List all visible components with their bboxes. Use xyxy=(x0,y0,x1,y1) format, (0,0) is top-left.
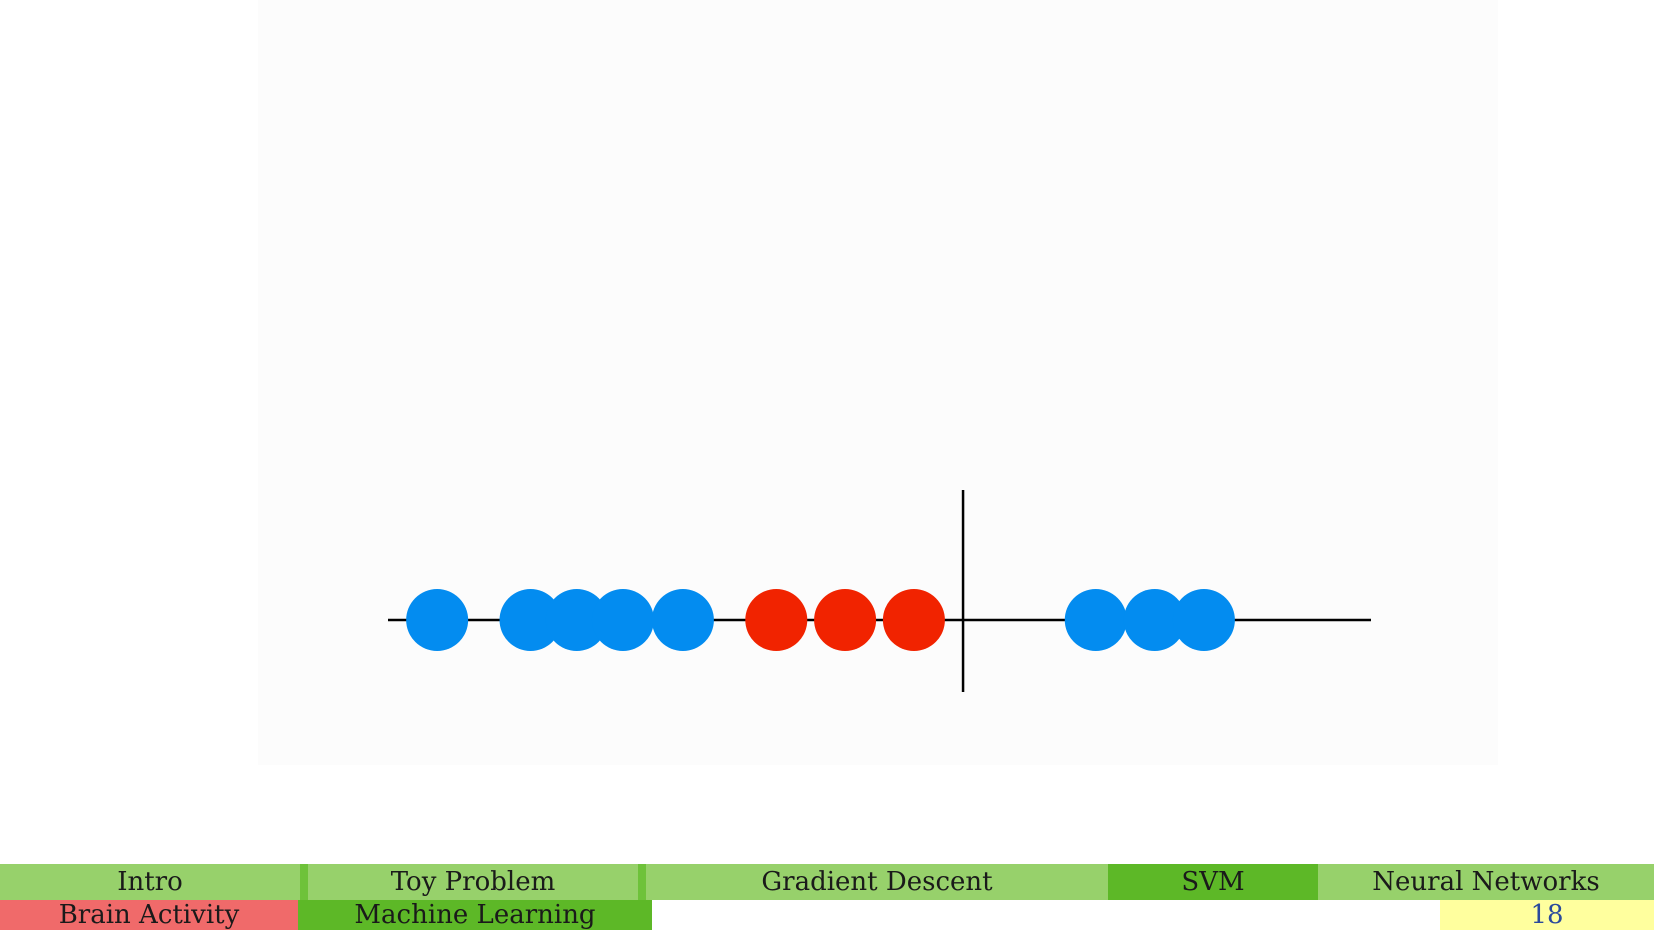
nav-blank xyxy=(652,900,1440,930)
nav-separator xyxy=(638,864,646,900)
red-data-point xyxy=(745,589,808,651)
blue-data-point xyxy=(1172,589,1235,651)
nav-separator xyxy=(300,864,308,900)
page-number: 18 xyxy=(1440,900,1654,930)
red-data-point xyxy=(882,589,945,651)
nav-neural-networks[interactable]: Neural Networks xyxy=(1318,864,1654,900)
nav-sections-row: Intro Toy Problem Gradient Descent SVM N… xyxy=(0,864,1654,900)
red-data-point xyxy=(814,589,877,651)
blue-data-point xyxy=(1064,589,1127,651)
figure-panel xyxy=(258,0,1498,765)
nav-intro[interactable]: Intro xyxy=(0,864,300,900)
nav-brain-activity[interactable]: Brain Activity xyxy=(0,900,298,930)
blue-data-point xyxy=(406,589,469,651)
blue-data-point xyxy=(545,589,608,651)
blue-data-point xyxy=(499,589,562,651)
number-line-figure xyxy=(388,490,1371,692)
nav-machine-learning[interactable]: Machine Learning xyxy=(298,900,652,930)
nav-toy-problem[interactable]: Toy Problem xyxy=(308,864,638,900)
blue-data-point xyxy=(1123,589,1186,651)
nav-svm[interactable]: SVM xyxy=(1108,864,1318,900)
nav-gradient-descent[interactable]: Gradient Descent xyxy=(646,864,1108,900)
nav-topics-row: Brain Activity Machine Learning 18 xyxy=(0,900,1654,930)
blue-data-point xyxy=(591,589,654,651)
blue-data-point xyxy=(651,589,714,651)
